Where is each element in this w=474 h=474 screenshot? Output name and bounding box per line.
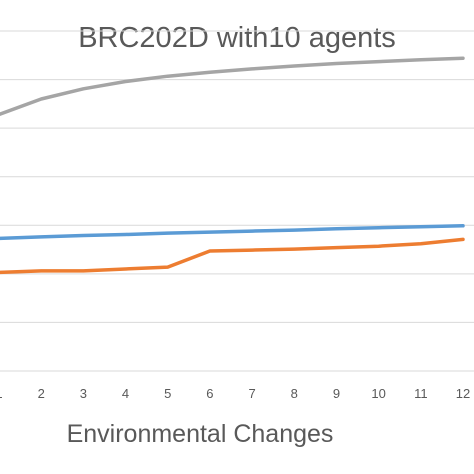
x-tick-labels: 123456789101112 (0, 386, 470, 401)
chart-title: BRC202D with10 agents (78, 22, 396, 54)
x-tick-label: 1 (0, 386, 3, 401)
x-tick-label: 3 (80, 386, 87, 401)
x-tick-label: 10 (371, 386, 385, 401)
x-tick-label: 6 (206, 386, 213, 401)
x-tick-label: 4 (122, 386, 129, 401)
series-line-1 (0, 56, 465, 116)
x-axis-label: Environmental Changes (66, 420, 334, 448)
gridlines (0, 30, 474, 372)
series-line-2 (0, 224, 465, 241)
x-tick-label: 2 (38, 386, 45, 401)
x-tick-label: 8 (291, 386, 298, 401)
series-lines (0, 56, 465, 275)
x-tick-label: 9 (333, 386, 340, 401)
x-tick-label: 11 (414, 386, 428, 401)
x-tick-label: 12 (456, 386, 470, 401)
series-line-3 (0, 237, 465, 275)
x-tick-label: 7 (248, 386, 255, 401)
x-tick-label: 5 (164, 386, 171, 401)
